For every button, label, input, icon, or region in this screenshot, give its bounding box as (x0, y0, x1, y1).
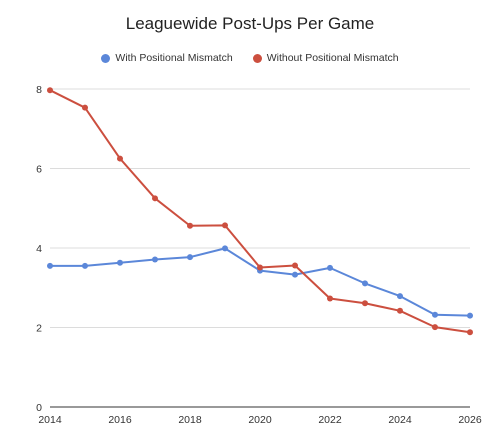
data-point[interactable] (467, 329, 473, 336)
data-point[interactable] (362, 300, 368, 307)
series-0 (47, 245, 473, 319)
data-point[interactable] (327, 264, 333, 271)
y-tick-label: 6 (36, 164, 42, 176)
data-point[interactable] (117, 155, 123, 162)
x-tick-label: 2016 (108, 414, 132, 426)
legend: With Positional Mismatch Without Positio… (0, 52, 500, 64)
legend-marker-icon (252, 53, 262, 63)
legend-item-with-mismatch[interactable]: With Positional Mismatch (101, 52, 233, 64)
data-point[interactable] (292, 271, 298, 278)
data-point[interactable] (292, 262, 298, 269)
data-point[interactable] (362, 280, 368, 287)
legend-marker-icon (101, 53, 111, 63)
legend-item-without-mismatch[interactable]: Without Positional Mismatch (252, 52, 399, 64)
chart-title: Leaguewide Post-Ups Per Game (125, 14, 375, 33)
data-point[interactable] (47, 262, 53, 269)
data-point[interactable] (187, 222, 193, 229)
legend-label: Without Positional Mismatch (266, 52, 399, 64)
x-tick-label: 2022 (318, 414, 342, 426)
data-point[interactable] (82, 104, 88, 111)
series-1 (47, 87, 473, 336)
data-point[interactable] (117, 259, 123, 266)
gridlines (50, 88, 470, 328)
x-tick-label: 2024 (388, 414, 412, 426)
data-point[interactable] (222, 245, 228, 252)
series-layer (47, 87, 473, 336)
series-line (49, 89, 471, 334)
legend-label: With Positional Mismatch (115, 52, 233, 64)
x-tick-label: 2020 (248, 414, 272, 426)
x-tick-label: 2026 (458, 414, 482, 426)
x-tick-label: 2014 (38, 414, 62, 426)
data-point[interactable] (47, 87, 53, 94)
data-point[interactable] (432, 324, 438, 331)
data-point[interactable] (152, 256, 158, 263)
tick-labels: 0 2 4 6 8 2014 2016 2018 2020 2022 2024 2026 (36, 84, 482, 426)
y-tick-label: 2 (36, 323, 42, 335)
data-point[interactable] (432, 311, 438, 318)
data-point[interactable] (152, 195, 158, 202)
data-point[interactable] (327, 295, 333, 302)
y-tick-label: 0 (36, 402, 42, 414)
data-point[interactable] (82, 262, 88, 269)
data-point[interactable] (222, 222, 228, 229)
series-line (50, 247, 471, 317)
data-point[interactable] (257, 264, 263, 271)
data-point[interactable] (467, 312, 473, 319)
y-tick-label: 8 (36, 84, 42, 96)
data-point[interactable] (397, 307, 403, 314)
y-tick-label: 4 (36, 243, 42, 255)
x-tick-label: 2018 (178, 414, 202, 426)
data-point[interactable] (397, 293, 403, 300)
data-point[interactable] (187, 254, 193, 261)
